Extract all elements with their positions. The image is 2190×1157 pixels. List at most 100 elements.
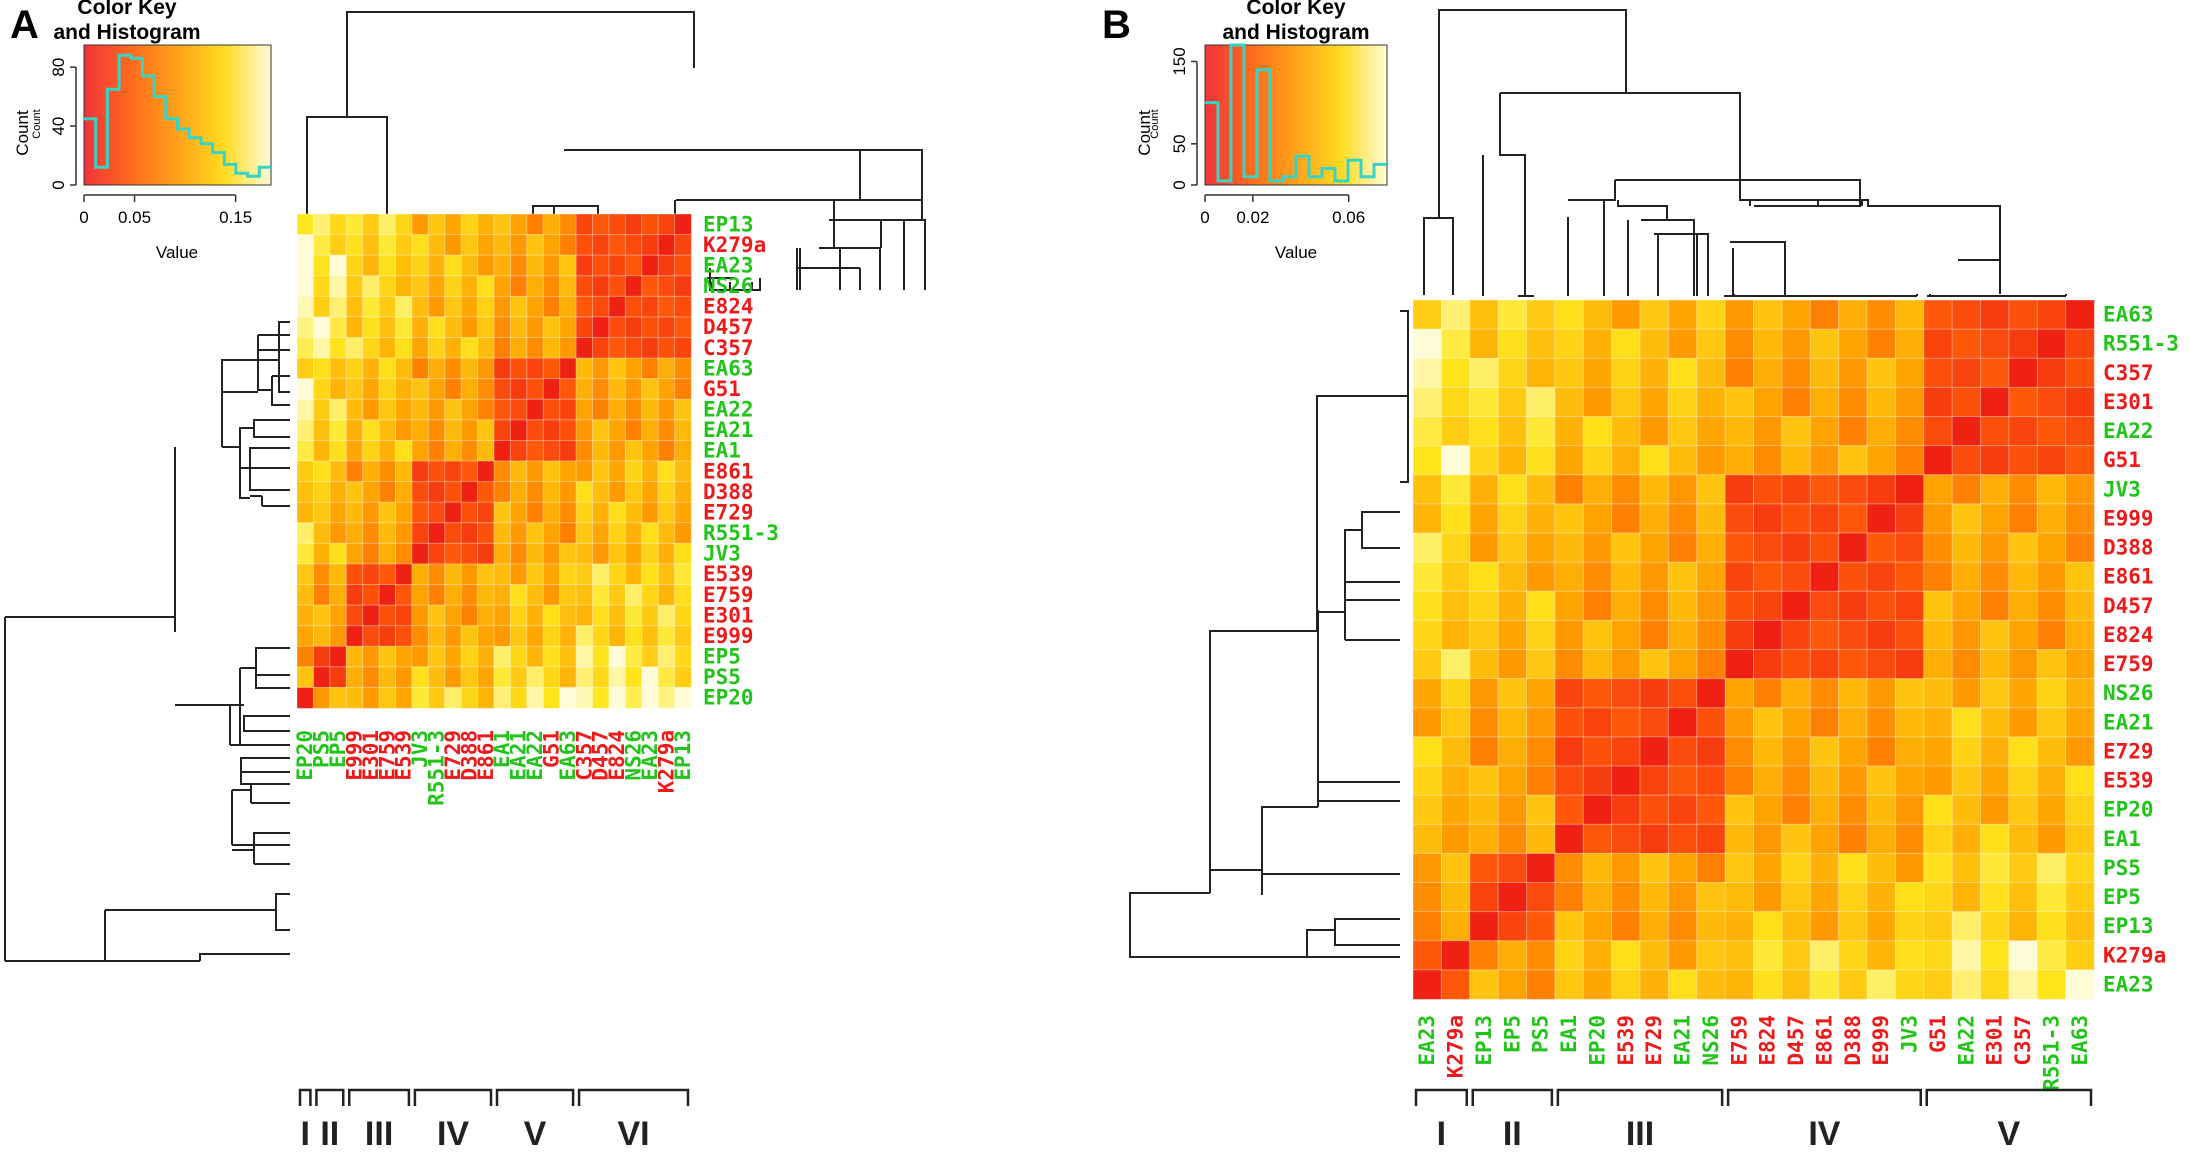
heatmap-cell	[493, 645, 512, 668]
heatmap-cell	[411, 275, 430, 298]
heatmap-cell	[657, 604, 676, 627]
heatmap-cell	[1753, 416, 1783, 447]
heatmap-cell	[2065, 445, 2095, 476]
heatmap-cell	[1980, 503, 2010, 534]
heatmap-cell	[1866, 969, 1897, 1000]
heatmap-cell	[1951, 882, 1982, 913]
heatmap-cell	[444, 234, 463, 257]
heatmap-cell	[575, 357, 594, 380]
heatmap-cell	[1866, 911, 1897, 942]
heatmap-cell	[477, 213, 495, 236]
heatmap-cell	[526, 563, 545, 586]
heatmap-cell	[411, 337, 430, 359]
heatmap-cell	[575, 645, 594, 668]
heatmap-cell	[542, 522, 561, 545]
heatmap-cell	[608, 542, 627, 565]
heatmap-cell	[1866, 882, 1897, 913]
heatmap-cell	[592, 645, 610, 668]
heatmap-cell	[657, 666, 676, 689]
heatmap-cell	[1838, 416, 1868, 447]
heatmap-cell	[329, 398, 348, 421]
heatmap-cell	[312, 686, 331, 709]
heatmap-cell	[1980, 649, 2010, 680]
heatmap-cell	[1554, 328, 1585, 360]
column-label: EA1	[1557, 1015, 1581, 1053]
heatmap-cell	[1980, 969, 2010, 1000]
heatmap-cell	[378, 275, 397, 298]
heatmap-cell	[312, 316, 331, 339]
heatmap-cell	[1923, 619, 1954, 651]
heatmap-cell	[1753, 561, 1783, 593]
heatmap-cell	[624, 501, 643, 524]
heatmap-cell	[608, 645, 627, 668]
heatmap-cell	[460, 295, 479, 318]
heatmap-cell	[493, 439, 512, 462]
heatmap-cell	[411, 542, 430, 565]
heatmap-cell	[624, 213, 643, 236]
heatmap-cell	[395, 501, 413, 524]
heatmap-cell	[674, 666, 692, 689]
panel-b-key-title-1: Color Key	[1246, 0, 1346, 19]
heatmap-cell	[1526, 532, 1556, 564]
column-label: D457	[1784, 1015, 1808, 1066]
heatmap-cell	[312, 234, 331, 257]
heatmap-cell	[1696, 561, 1727, 593]
heatmap-cell	[1724, 532, 1755, 564]
heatmap-cell	[1639, 765, 1670, 797]
heatmap-cell	[444, 378, 463, 401]
heatmap-cell	[526, 439, 545, 462]
heatmap-cell	[493, 522, 512, 545]
heatmap-cell	[460, 337, 479, 359]
heatmap-cell	[2008, 299, 2039, 331]
heatmap-cell	[1696, 299, 1727, 331]
heatmap-cell	[444, 398, 463, 421]
heatmap-cell	[2036, 940, 2067, 971]
heatmap-cell	[526, 666, 545, 689]
heatmap-cell	[345, 522, 364, 545]
heatmap-cell	[1554, 386, 1585, 418]
heatmap-cell	[509, 234, 528, 257]
heatmap-cell	[1781, 532, 1812, 564]
heatmap-cell	[1582, 765, 1613, 797]
heatmap-cell	[329, 275, 348, 298]
heatmap-cell	[2008, 357, 2039, 389]
heatmap-cell	[657, 419, 676, 442]
heatmap-cell	[1951, 416, 1982, 447]
cluster-label: II	[1503, 1115, 1522, 1153]
panel-b-cluster-brackets: I II III IV V	[1414, 1088, 2093, 1153]
heatmap-cell	[1497, 882, 1528, 913]
heatmap-cell	[378, 337, 397, 359]
heatmap-cell	[1582, 328, 1613, 360]
heatmap-cell	[411, 686, 430, 709]
heatmap-cell	[1667, 823, 1698, 855]
heatmap-cell	[1894, 357, 1925, 389]
heatmap-cell	[1440, 823, 1471, 855]
heatmap-cell	[1753, 736, 1783, 767]
column-label: E999	[1869, 1015, 1893, 1066]
heatmap-cell	[559, 686, 577, 709]
heatmap-cell	[1894, 328, 1925, 360]
heatmap-cell	[592, 419, 610, 442]
heatmap-cell	[378, 645, 397, 668]
heatmap-cell	[657, 645, 676, 668]
heatmap-cell	[592, 481, 610, 504]
heatmap-cell	[2036, 794, 2067, 826]
heatmap-cell	[1582, 619, 1613, 651]
heatmap-cell	[2036, 386, 2067, 418]
heatmap-cell	[1469, 328, 1500, 360]
heatmap-cell	[2008, 590, 2039, 622]
row-label: E539	[703, 562, 754, 586]
heatmap-cell	[493, 254, 512, 277]
heatmap-cell	[542, 254, 561, 277]
heatmap-cell	[575, 234, 594, 257]
heatmap-cell	[542, 398, 561, 421]
heatmap-cell	[1526, 823, 1556, 855]
heatmap-cell	[1469, 969, 1500, 1000]
heatmap-cell	[345, 213, 364, 236]
heatmap-cell	[312, 460, 331, 483]
column-label: NS26	[1699, 1015, 1723, 1066]
heatmap-cell	[395, 419, 413, 442]
heatmap-cell	[624, 316, 643, 339]
heatmap-cell	[624, 666, 643, 689]
heatmap-cell	[329, 460, 348, 483]
